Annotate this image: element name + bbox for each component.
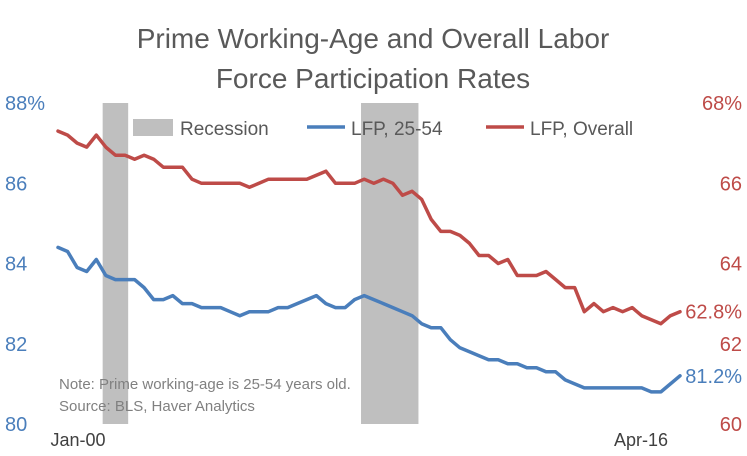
left-axis-tick: 80	[5, 414, 27, 436]
recession-band-2	[361, 103, 419, 424]
x-tick-end: Apr-16	[614, 430, 668, 450]
right-axis-tick: 60	[720, 414, 742, 436]
chart-title-line-1: Prime Working-Age and Overall Labor	[137, 23, 610, 54]
end-label-lfp-overall: 62.8%	[685, 302, 742, 324]
right-axis-tick: 66	[720, 173, 742, 195]
series-line-lfp-overall	[56, 129, 682, 326]
right-axis-tick: 62	[720, 334, 742, 356]
legend-label-lfp-overall: LFP, Overall	[530, 119, 633, 140]
legend-label-recession: Recession	[180, 119, 269, 140]
legend: Recession LFP, 25-54 LFP, Overall	[133, 119, 633, 140]
right-axis-tick: 68%	[702, 93, 742, 115]
end-label-lfp-25-54: 81.2%	[685, 366, 742, 388]
chart-title-line-2: Force Participation Rates	[216, 63, 530, 94]
left-axis-tick: 86	[5, 173, 27, 195]
chart-source: Source: BLS, Haver Analytics	[59, 398, 255, 415]
right-axis-tick: 64	[720, 254, 742, 276]
left-axis-tick: 84	[5, 254, 27, 276]
legend-label-lfp-25-54: LFP, 25-54	[351, 119, 443, 140]
x-tick-start: Jan-00	[50, 430, 105, 450]
chart-note: Note: Prime working-age is 25-54 years o…	[59, 376, 351, 393]
left-axis-tick: 88%	[5, 93, 45, 115]
legend-swatch-recession	[133, 119, 173, 136]
series-line-lfp-25-54	[56, 245, 682, 394]
left-axis-tick: 82	[5, 334, 27, 356]
